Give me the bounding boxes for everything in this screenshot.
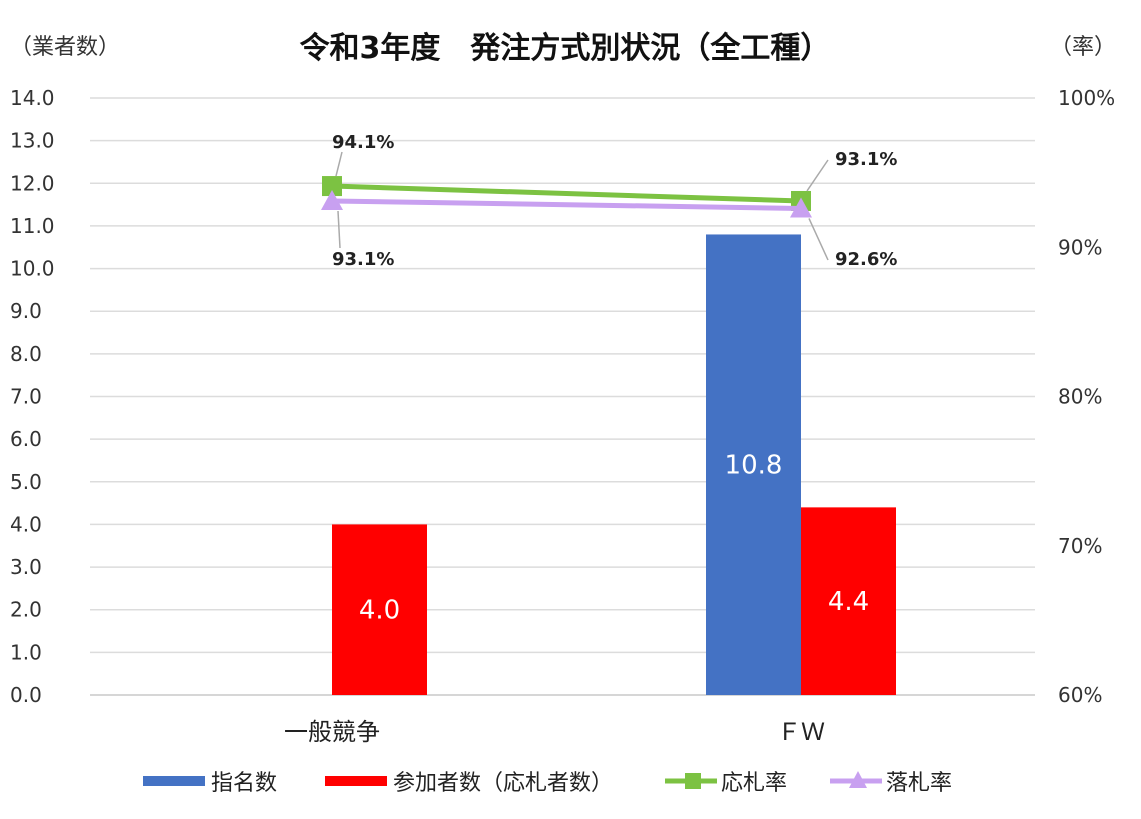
- left-axis-unit: （業者数）: [10, 35, 120, 60]
- lines: 94.1% 93.1% 93.1% 92.6%: [321, 132, 897, 270]
- label-leader: [337, 210, 341, 249]
- category-label: ＦＷ: [777, 718, 825, 746]
- left-tick-label: 1.0: [10, 640, 42, 664]
- gridlines: [90, 97, 1035, 696]
- legend-marker: [685, 773, 701, 789]
- bar: [706, 234, 801, 695]
- right-axis-unit: （率）: [1050, 35, 1116, 60]
- category-label: 一般競争: [284, 718, 380, 746]
- bars: 10.8 4.0 4.4: [332, 234, 896, 695]
- left-tick-label: 13.0: [10, 129, 55, 153]
- right-axis-ticks: 60% 70% 80% 90% 100%: [1058, 86, 1115, 707]
- series-line: [331, 198, 802, 211]
- label-leader: [335, 151, 343, 177]
- legend-entry: 落札率: [886, 771, 952, 796]
- right-tick-label: 90%: [1058, 235, 1102, 259]
- line-marker: [321, 189, 343, 210]
- left-tick-label: 8.0: [10, 342, 42, 366]
- left-tick-label: 4.0: [10, 512, 42, 536]
- left-tick-label: 6.0: [10, 427, 42, 451]
- series-line: [331, 183, 802, 204]
- left-tick-label: 10.0: [10, 257, 55, 281]
- left-tick-label: 0.0: [10, 683, 42, 707]
- line-data-label: 94.1%: [332, 132, 394, 153]
- line-data-label: 93.1%: [332, 249, 394, 270]
- line-data-label: 93.1%: [835, 149, 897, 170]
- left-tick-label: 12.0: [10, 171, 55, 195]
- bar-data-label: 10.8: [725, 451, 783, 481]
- bar: [801, 507, 896, 695]
- left-tick-label: 3.0: [10, 555, 42, 579]
- line-marker: [322, 176, 342, 197]
- bar-data-label: 4.4: [828, 587, 869, 617]
- left-tick-label: 7.0: [10, 385, 42, 409]
- legend-entry: 参加者数（応札者数）: [393, 771, 613, 796]
- right-tick-label: 70%: [1058, 534, 1102, 558]
- right-tick-label: 60%: [1058, 683, 1102, 707]
- legend-swatch: [325, 776, 387, 786]
- left-tick-label: 9.0: [10, 299, 42, 323]
- right-tick-label: 100%: [1058, 86, 1115, 110]
- left-tick-label: 14.0: [10, 86, 55, 110]
- label-leader: [806, 159, 829, 192]
- legend-entry: 指名数: [211, 771, 277, 796]
- right-tick-label: 80%: [1058, 385, 1102, 409]
- left-axis-ticks: 0.0 1.0 2.0 3.0 4.0 5.0 6.0 7.0 8.0 9.0 10.0 11.0 12…: [10, 86, 55, 707]
- bar-data-label: 4.0: [359, 596, 400, 626]
- bar: [332, 524, 427, 695]
- line-marker: [790, 197, 812, 218]
- left-tick-label: 11.0: [10, 214, 55, 238]
- left-tick-label: 2.0: [10, 598, 42, 622]
- legend-entry: 応札率: [721, 771, 787, 796]
- line-data-label: 92.6%: [835, 249, 897, 270]
- label-leader: [808, 218, 829, 261]
- chart-title: 令和3年度 発注方式別状況（全工種）: [300, 31, 831, 66]
- legend-marker: [849, 771, 867, 788]
- legend: 指名数 参加者数（応札者数） 応札率 落札率: [143, 771, 952, 796]
- category-labels: 一般競争 ＦＷ: [284, 718, 825, 746]
- legend-swatch: [143, 776, 205, 786]
- left-tick-label: 5.0: [10, 470, 42, 494]
